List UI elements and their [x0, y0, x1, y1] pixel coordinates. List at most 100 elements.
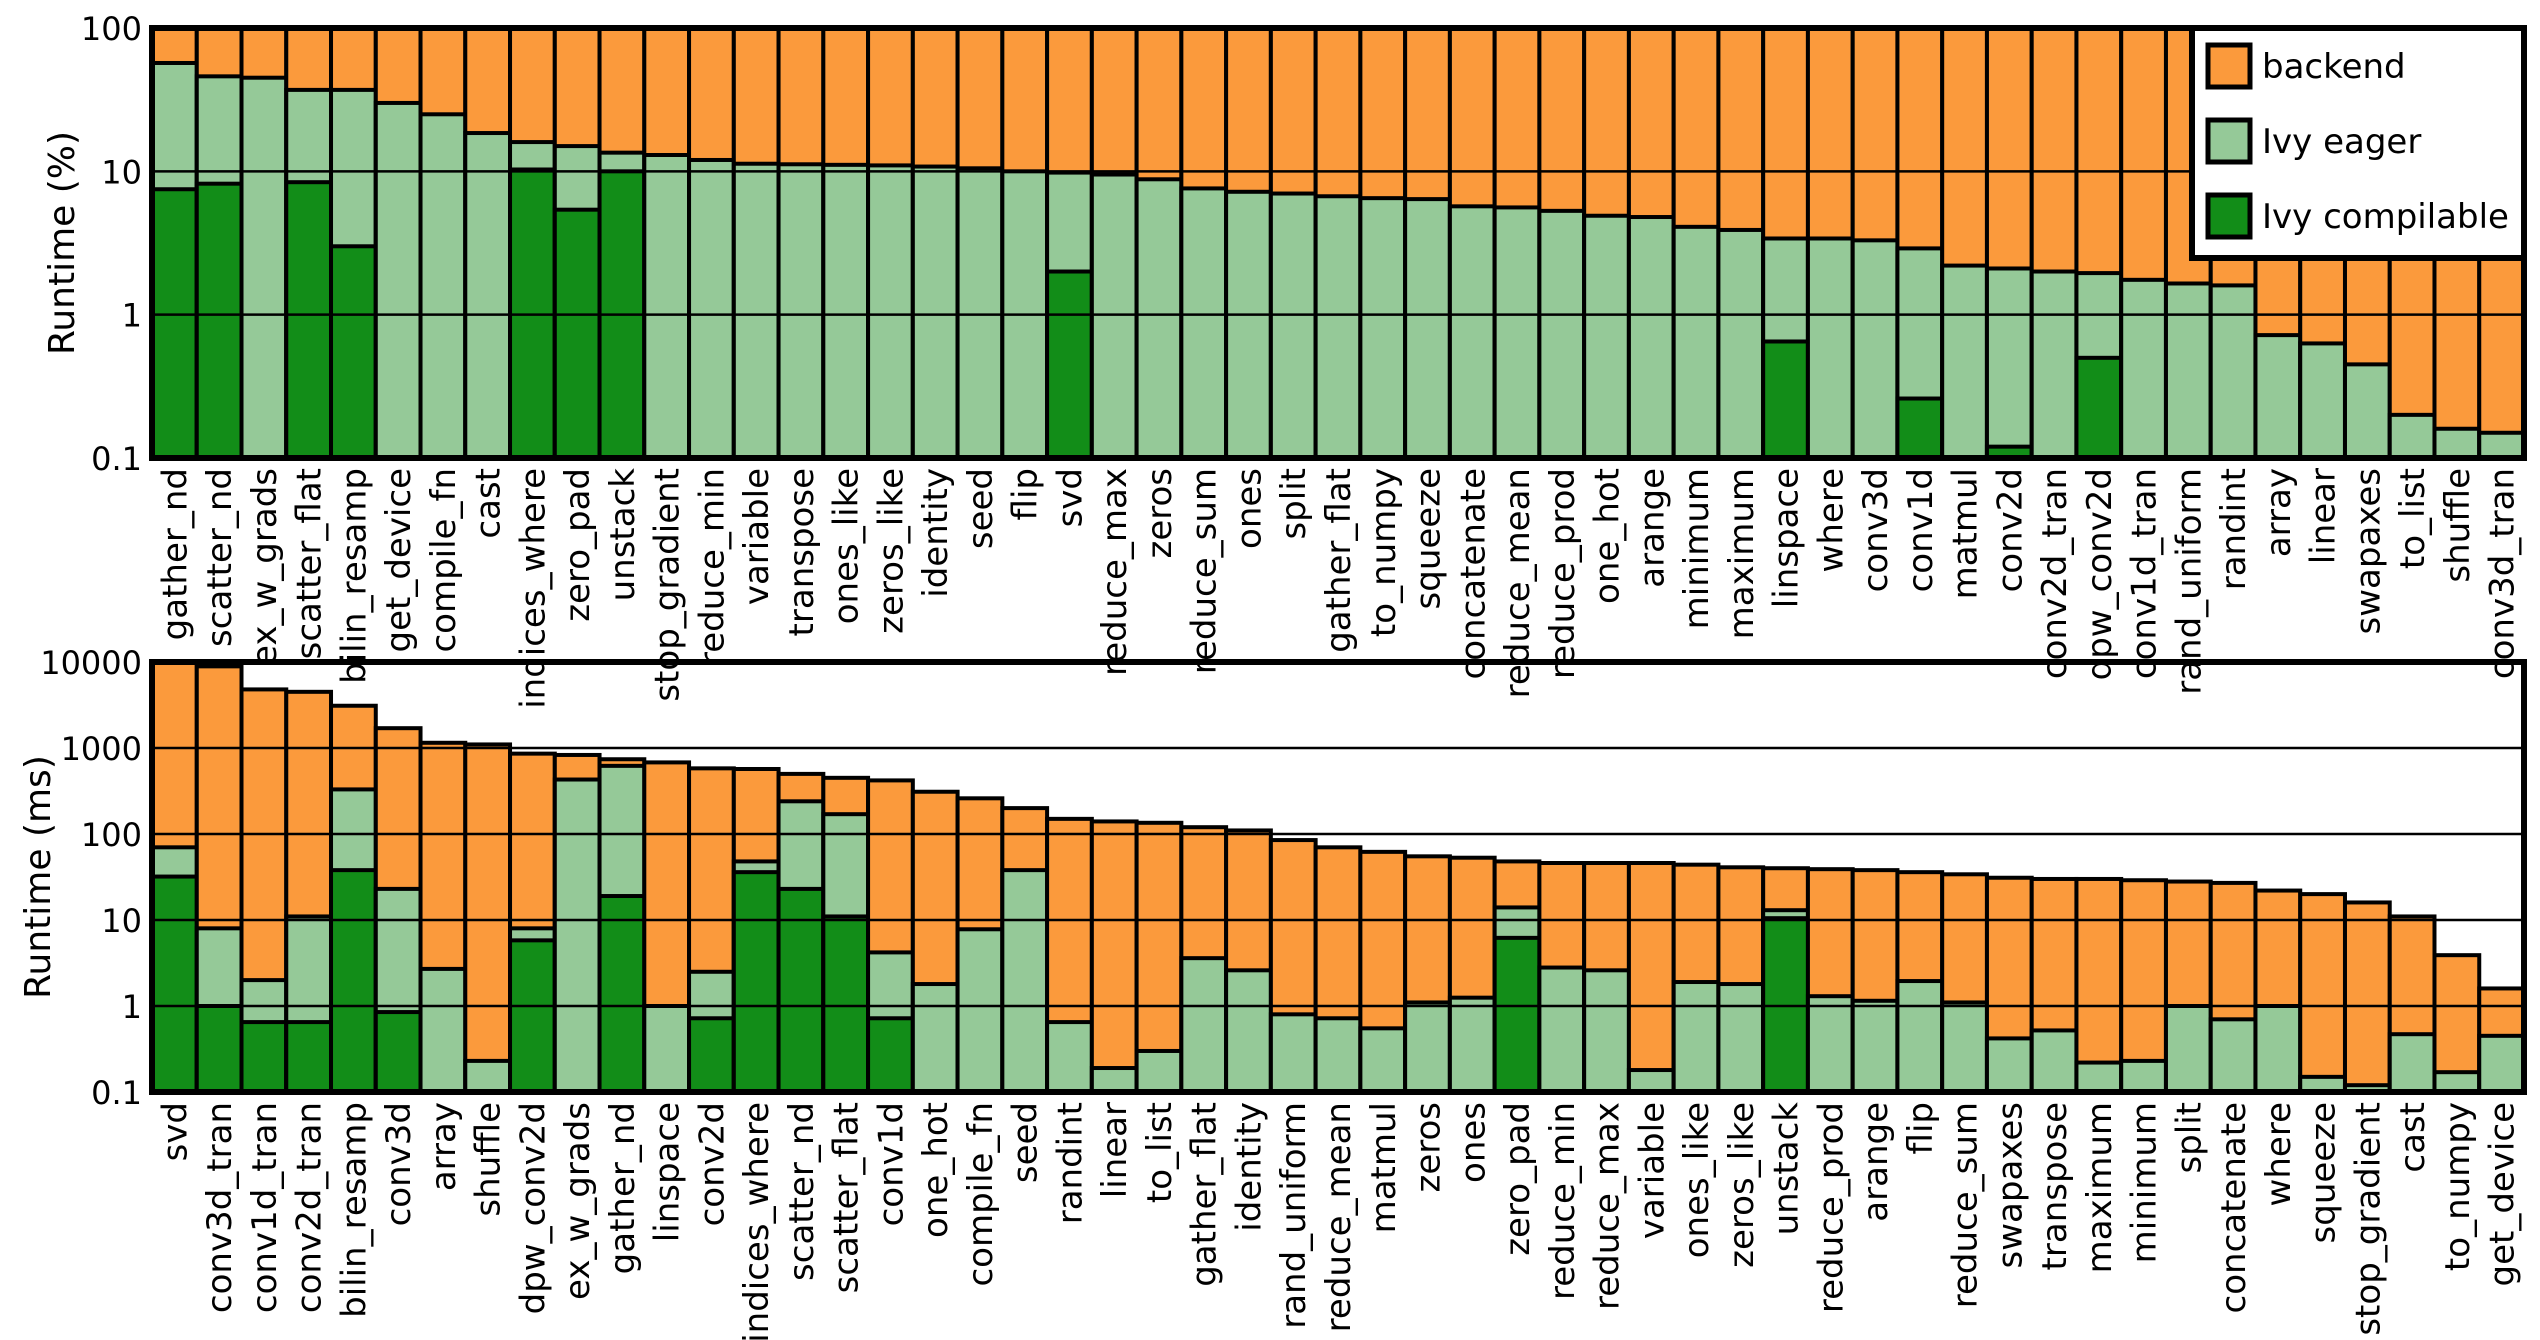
x-tick-label-flip: flip — [1901, 1102, 1941, 1154]
x-tick-label-arange: arange — [1632, 468, 1672, 588]
bar-compilable-conv1d — [1895, 396, 1945, 460]
bar-eager-reduce_min — [1537, 965, 1587, 1095]
x-tick-label-seed: seed — [1006, 1102, 1046, 1183]
x-tick-label-split: split — [2169, 1102, 2209, 1174]
x-tick-label-matmul: matmul — [1364, 1102, 1404, 1233]
y-tick-label-10000: 10000 — [40, 644, 142, 682]
x-tick-label-scatter_nd: scatter_nd — [782, 1102, 822, 1281]
x-tick-label-zeros_like: zeros_like — [1722, 1102, 1762, 1268]
bar-eager-cast — [2387, 1032, 2437, 1094]
bar-eager-ex_w_grads — [552, 777, 602, 1095]
bar-eager-compile_fn — [418, 112, 468, 461]
bar-eager-transpose — [776, 162, 826, 460]
legend: backend Ivy eager Ivy compilable — [2189, 25, 2527, 261]
bar-compilable-bilin_resamp — [329, 868, 378, 1094]
y-axis-label: Runtime (ms) — [18, 755, 59, 999]
bar-eager-shuffle — [463, 1058, 513, 1094]
bar-compilable-conv1d_tran — [239, 1020, 289, 1095]
x-tick-label-squeeze: squeeze — [1409, 468, 1449, 609]
x-tick-label-conv2d: conv2d — [1990, 468, 2030, 592]
y-tick-label-10: 10 — [101, 902, 142, 940]
bar-eager-get_device — [373, 100, 423, 460]
bar-eager-matmul — [1940, 263, 1989, 460]
bar-eager-seed — [955, 166, 1005, 460]
bar-compilable-linspace — [1761, 339, 1810, 460]
x-tick-label-reduce_sum: reduce_sum — [1946, 1102, 1986, 1308]
x-tick-label-scatter_flat: scatter_flat — [827, 1102, 867, 1293]
x-tick-label-to_numpy: to_numpy — [2438, 1102, 2478, 1271]
bar-compilable-conv3d_tran — [194, 1004, 244, 1094]
x-tick-label-conv1d: conv1d — [871, 1102, 911, 1226]
x-tick-label-scatter_flat: scatter_flat — [290, 468, 330, 659]
legend-backend-swatch — [2205, 42, 2253, 90]
bar-compilable-dpw_conv2d — [508, 938, 557, 1095]
bar-eager-randint — [2208, 283, 2258, 460]
bar-eager-transpose — [2029, 1028, 2079, 1094]
x-tick-label-where: where — [2259, 1102, 2299, 1206]
x-tick-label-reduce_max: reduce_max — [1095, 468, 1135, 676]
x-tick-label-indices_where: indices_where — [737, 1102, 777, 1340]
bar-backend-variable — [1626, 861, 1676, 1094]
x-tick-label-linear: linear — [1095, 1102, 1135, 1198]
x-tick-label-dpw_conv2d: dpw_conv2d — [513, 1102, 553, 1314]
y-tick-label-0.1: 0.1 — [91, 1074, 142, 1112]
bar-eager-rand_uniform — [1268, 1012, 1318, 1095]
x-tick-label-stop_gradient: stop_gradient — [2348, 1102, 2388, 1336]
x-tick-label-ex_w_grads: ex_w_grads — [558, 1102, 598, 1300]
x-tick-label-transpose: transpose — [2035, 1102, 2075, 1270]
bar-compilable-zero_pad — [1492, 935, 1542, 1094]
x-tick-label-maximum: maximum — [1722, 468, 1762, 639]
bar-backend-linear — [1089, 819, 1139, 1094]
x-tick-label-swapaxes: swapaxes — [2348, 468, 2388, 634]
x-tick-label-where: where — [1811, 468, 1851, 572]
x-tick-label-split: split — [1274, 468, 1314, 540]
y-tick-label-100: 100 — [81, 10, 142, 48]
bar-eager-zeros — [1403, 1000, 1452, 1095]
x-tick-label-rand_uniform: rand_uniform — [1274, 1102, 1314, 1329]
legend-compilable-swatch — [2205, 192, 2253, 240]
x-tick-label-scatter_nd: scatter_nd — [200, 468, 240, 647]
bar-eager-reduce_min — [687, 157, 736, 461]
x-tick-label-dpw_conv2d: dpw_conv2d — [2080, 468, 2120, 680]
bar-eager-concatenate — [2208, 1017, 2258, 1095]
x-tick-label-concatenate: concatenate — [1453, 468, 1493, 679]
x-tick-label-gather_nd: gather_nd — [603, 1102, 643, 1274]
bar-eager-array — [418, 966, 468, 1094]
bar-eager-where — [1805, 236, 1855, 460]
y-tick-label-1: 1 — [122, 297, 142, 335]
x-tick-label-reduce_min: reduce_min — [1543, 1102, 1583, 1300]
runtime-percent-chart: 0.1 1 10 100 Runtime (%) gather_nd scatter_nd e… — [42, 10, 2527, 709]
x-tick-label-compile_fn: compile_fn — [961, 1102, 1001, 1287]
x-tick-label-reduce_prod: reduce_prod — [1543, 468, 1583, 679]
bar-eager-reduce_sum — [1940, 1000, 1989, 1095]
bar-eager-split — [2163, 1004, 2213, 1094]
x-tick-label-array: array — [424, 1102, 464, 1191]
bar-eager-array — [2253, 333, 2303, 460]
bar-compilable-gather_nd — [150, 187, 199, 461]
x-tick-label-get_device: get_device — [379, 468, 419, 653]
x-tick-label-conv3d_tran: conv3d_tran — [200, 1102, 240, 1313]
x-tick-label-one_hot: one_hot — [1588, 468, 1628, 604]
x-tick-label-conv1d_tran: conv1d_tran — [2125, 468, 2165, 679]
x-tick-label-reduce_min: reduce_min — [692, 468, 732, 666]
bar-eager-get_device — [2477, 1033, 2527, 1095]
x-tick-label-linspace: linspace — [1767, 468, 1807, 608]
x-tick-label-reduce_prod: reduce_prod — [1811, 1102, 1851, 1313]
bar-compilable-indices_where — [731, 870, 781, 1094]
bar-compilable-conv2d_tran — [284, 1020, 334, 1095]
y-tick-label-100: 100 — [81, 816, 142, 854]
bar-backend-shuffle — [463, 742, 513, 1095]
bar-eager-squeeze — [1403, 197, 1452, 460]
bar-eager-conv2d_tran — [2029, 269, 2079, 461]
bar-compilable-gather_nd — [597, 894, 647, 1094]
x-tick-label-conv3d: conv3d — [379, 1102, 419, 1226]
bar-eager-zeros_like — [866, 163, 915, 460]
bar-eager-linear — [2298, 341, 2347, 460]
bar-eager-identity — [910, 164, 960, 460]
x-tick-label-zero_pad: zero_pad — [558, 468, 598, 622]
x-tick-label-zero_pad: zero_pad — [1498, 1102, 1538, 1256]
x-tick-label-arange: arange — [1856, 1102, 1896, 1222]
bar-eager-reduce_max — [1089, 172, 1139, 460]
bar-backend-stop_gradient — [2342, 900, 2392, 1094]
x-tick-label-conv2d: conv2d — [692, 1102, 732, 1226]
